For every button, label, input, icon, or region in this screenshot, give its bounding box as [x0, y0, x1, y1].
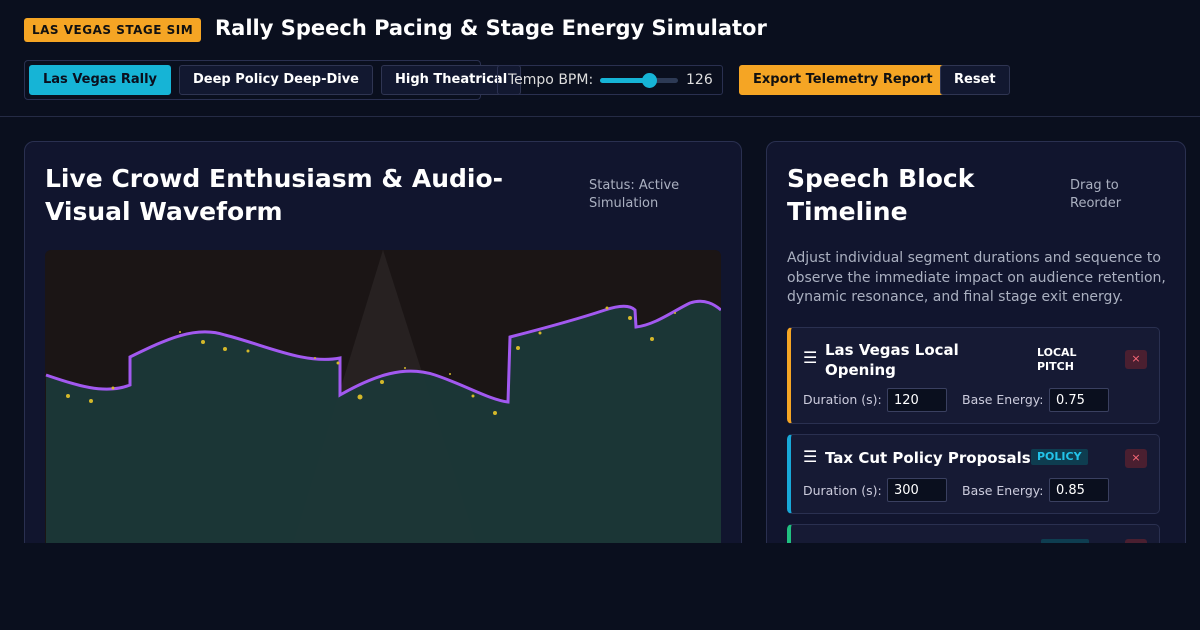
- block-title: Tax Cut Policy Proposals: [825, 449, 1031, 467]
- status: Status: Active Simulation: [589, 178, 680, 211]
- preset-tabs: Las Vegas Rally Deep Policy Deep-Dive Hi…: [24, 60, 522, 100]
- energy-label: Base Energy:: [962, 392, 1044, 407]
- tempo-control: Tempo BPM: 126: [497, 65, 723, 95]
- remove-button[interactable]: ×: [1125, 350, 1147, 369]
- tempo-label: Tempo BPM:: [508, 72, 594, 88]
- app-title: Rally Speech Pacing & Stage Energy Simul…: [215, 16, 767, 40]
- reset-button[interactable]: Reset: [940, 65, 1010, 95]
- header-divider: [0, 116, 1200, 117]
- preset-tab[interactable]: Las Vegas Rally: [29, 65, 171, 95]
- waveform-canvas: [45, 250, 721, 543]
- duration-label: Duration (s):: [803, 483, 882, 498]
- block-tag: LOCAL PITCH: [1037, 346, 1077, 373]
- drag-handle[interactable]: ☰: [803, 447, 818, 466]
- timeline-panel: Speech Block Timeline Drag to Reorder Ad…: [766, 141, 1186, 543]
- badge: LAS VEGAS STAGE SIM: [24, 18, 202, 42]
- block-tag: [1041, 539, 1089, 543]
- energy-input[interactable]: [1049, 478, 1109, 502]
- duration-input[interactable]: [887, 388, 947, 412]
- slider-thumb[interactable]: [642, 73, 657, 88]
- speech-block[interactable]: [787, 524, 1160, 543]
- visualizer-panel: Live Crowd Enthusiasm & Audio-Visual Wav…: [24, 141, 742, 543]
- tempo-value: 126: [686, 72, 713, 88]
- preset-tab[interactable]: Deep Policy Deep-Dive: [179, 65, 373, 95]
- main: Live Crowd Enthusiasm & Audio-Visual Wav…: [0, 141, 1200, 543]
- remove-button[interactable]: [1125, 539, 1147, 543]
- drag-handle[interactable]: ☰: [803, 348, 818, 367]
- tempo-slider[interactable]: [600, 73, 678, 88]
- panel-title: Live Crowd Enthusiasm & Audio-Visual Wav…: [45, 164, 504, 226]
- description: Adjust individual segment durations and …: [787, 250, 1166, 305]
- block-title: Las Vegas Local Opening: [825, 341, 959, 379]
- panel-title: Speech Block Timeline: [787, 164, 975, 226]
- energy-label: Base Energy:: [962, 483, 1044, 498]
- speech-block[interactable]: ☰ Las Vegas Local Opening LOCAL PITCH × …: [787, 327, 1160, 424]
- speech-block[interactable]: ☰ Tax Cut Policy Proposals POLICY × Dura…: [787, 434, 1160, 514]
- slider-fill: [600, 78, 650, 83]
- drag-hint: Drag to Reorder: [1070, 178, 1122, 211]
- remove-button[interactable]: ×: [1125, 449, 1147, 468]
- block-tag: POLICY: [1031, 449, 1088, 465]
- duration-label: Duration (s):: [803, 392, 882, 407]
- duration-input[interactable]: [887, 478, 947, 502]
- energy-input[interactable]: [1049, 388, 1109, 412]
- export-button[interactable]: Export Telemetry Report: [739, 65, 947, 95]
